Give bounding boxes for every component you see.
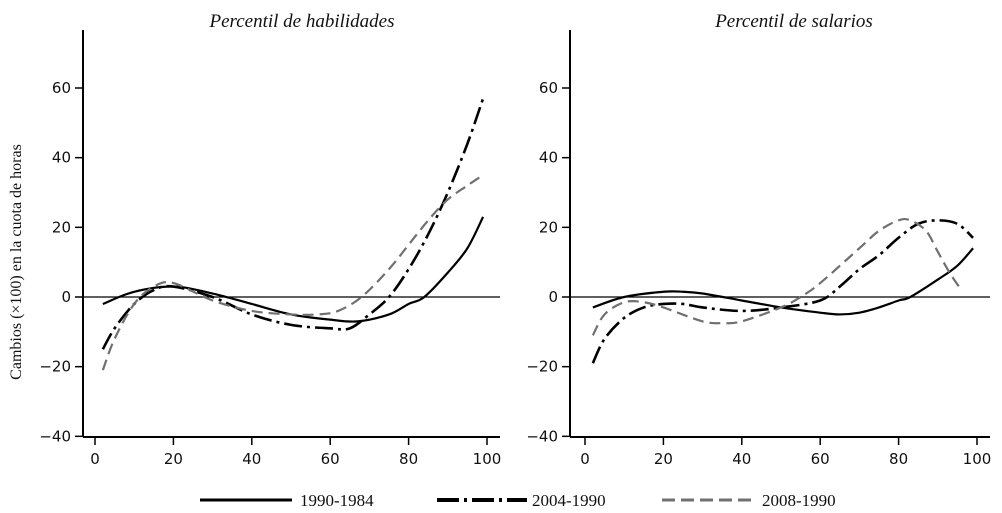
- panel-wages-percentile: Percentil de salarios −40 −20 0 20 40 60 0 20 40 6…: [526, 11, 991, 468]
- x-tick-label: 20: [654, 450, 673, 468]
- x-tick-label: 60: [321, 450, 340, 468]
- series-line-1990-1984: [102, 216, 485, 323]
- y-tick-label: 0: [61, 288, 71, 306]
- y-tick-label: 0: [548, 288, 558, 306]
- y-tick-label: 40: [539, 149, 558, 167]
- legend-label-2008-1990: 2008-1990: [762, 491, 836, 510]
- y-axis-label: Cambios (×100) en la cuota de horas: [8, 144, 25, 380]
- x-tick-label: 0: [580, 450, 590, 468]
- panel-skills-percentile: Percentil de habilidades −40 −20 0 20 40 60 0 20…: [39, 11, 501, 468]
- y-tick-label: 60: [52, 79, 71, 97]
- x-tick-label: 80: [889, 450, 908, 468]
- series-line-2008-1990: [101, 174, 484, 371]
- series-line-2004-1990: [591, 219, 974, 364]
- y-tick-label: 20: [52, 218, 71, 236]
- y-tick-label: 40: [52, 149, 71, 167]
- y-tick-label: −20: [526, 358, 558, 376]
- legend: 1990-1984 2004-1990 2008-1990: [200, 491, 836, 510]
- y-tick-label: −40: [526, 427, 558, 445]
- series-line-2004-1990: [101, 98, 485, 350]
- legend-label-2004-1990: 2004-1990: [532, 491, 606, 510]
- x-tick-label: 60: [811, 450, 830, 468]
- y-tick-label: −20: [39, 358, 71, 376]
- x-tick-label: 0: [90, 450, 100, 468]
- x-tick-label: 100: [473, 450, 502, 468]
- series-line-2008-1990: [591, 217, 963, 336]
- y-tick-label: 60: [539, 79, 558, 97]
- y-tick-label: −40: [39, 427, 71, 445]
- legend-label-1990-1984: 1990-1984: [300, 491, 374, 510]
- x-tick-label: 80: [399, 450, 418, 468]
- series-line-1990-1984: [592, 247, 974, 316]
- x-tick-label: 20: [164, 450, 183, 468]
- y-tick-label: 20: [539, 218, 558, 236]
- x-tick-label: 40: [732, 450, 751, 468]
- x-tick-label: 40: [242, 450, 261, 468]
- panel-title: Percentil de salarios: [714, 11, 873, 32]
- panel-title: Percentil de habilidades: [208, 11, 394, 32]
- x-tick-label: 100: [963, 450, 992, 468]
